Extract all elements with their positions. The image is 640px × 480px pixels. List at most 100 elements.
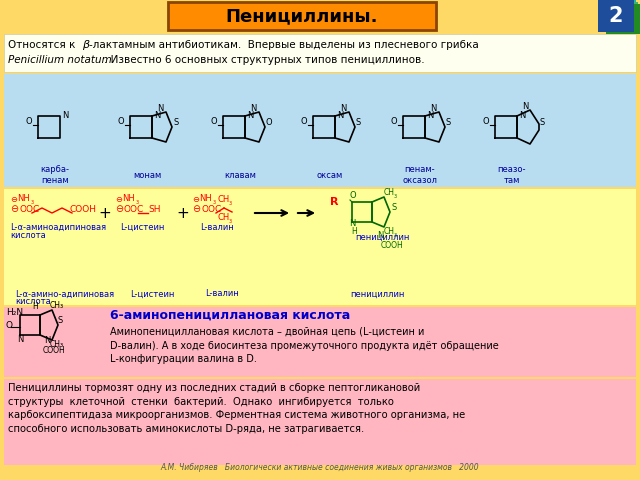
Text: O: O [301, 117, 307, 126]
Text: H: H [32, 302, 38, 311]
Text: +: + [177, 205, 189, 220]
Text: N: N [349, 219, 355, 228]
Text: COOH: COOH [43, 346, 66, 355]
Text: 6-аминопенициллановая кислота: 6-аминопенициллановая кислота [110, 309, 350, 322]
Text: Относятся к: Относятся к [8, 40, 79, 50]
Text: NH: NH [199, 194, 212, 203]
Text: H₂N: H₂N [6, 308, 23, 317]
Text: кислота: кислота [15, 297, 51, 305]
Text: $\ominus$: $\ominus$ [192, 203, 201, 214]
Text: N: N [430, 104, 436, 113]
Text: монам: монам [133, 170, 161, 180]
Text: пенициллин: пенициллин [355, 232, 410, 241]
Text: S: S [173, 118, 179, 127]
Text: COOH: COOH [70, 205, 97, 214]
Text: L-валин: L-валин [200, 223, 234, 231]
Bar [4, 74, 636, 187]
Text: L-α-аминоадипиновая: L-α-аминоадипиновая [10, 223, 106, 231]
Text: OOC: OOC [201, 205, 221, 214]
Text: оксам: оксам [317, 170, 343, 180]
Text: OOC: OOC [124, 205, 144, 214]
Text: O: O [483, 117, 490, 126]
Text: L-цистеин: L-цистеин [120, 223, 164, 231]
Text: β: β [82, 40, 89, 50]
Text: N: N [17, 335, 24, 344]
Text: R: R [330, 197, 339, 207]
Text: N: N [44, 336, 51, 345]
Text: NH: NH [122, 194, 135, 203]
Bar [602, 0, 636, 30]
Text: L-валин: L-валин [205, 289, 239, 299]
Bar [4, 307, 636, 377]
Text: O: O [390, 117, 397, 126]
Text: S: S [391, 203, 396, 212]
Text: кислота: кислота [10, 231, 45, 240]
Text: $\ominus$: $\ominus$ [115, 203, 124, 214]
Text: SH: SH [148, 205, 161, 214]
Text: NH: NH [17, 194, 29, 203]
Text: N: N [62, 111, 68, 120]
Bar [604, 2, 638, 32]
Text: S: S [58, 316, 63, 325]
Text: CH: CH [384, 188, 395, 197]
Bar [598, 0, 634, 32]
Text: O: O [211, 117, 218, 126]
Text: S: S [356, 118, 361, 127]
Text: -лактамным антибиотикам.  Впервые выделены из плесневого грибка: -лактамным антибиотикам. Впервые выделен… [89, 40, 479, 50]
Text: Penicillium notatum: Penicillium notatum [8, 55, 112, 65]
Text: Аминопенициллановая кислота – двойная цепь (L-цистеин и
D-валин). А в ходе биоси: Аминопенициллановая кислота – двойная це… [110, 327, 499, 364]
Text: N: N [154, 111, 161, 120]
Text: $_3$: $_3$ [212, 198, 217, 207]
Text: N: N [340, 104, 346, 113]
Text: $\ominus$: $\ominus$ [10, 195, 19, 204]
Text: N: N [247, 111, 253, 120]
Text: N: N [377, 231, 383, 240]
Bar [168, 2, 436, 30]
Text: $_3$: $_3$ [30, 198, 35, 207]
Text: +: + [99, 205, 111, 220]
Bar [4, 189, 636, 305]
Text: O: O [266, 118, 273, 127]
Text: пенициллин: пенициллин [350, 289, 404, 299]
Text: OOC: OOC [19, 205, 39, 214]
Text: S: S [540, 118, 545, 127]
Text: CH₃: CH₃ [50, 340, 64, 349]
Text: 2: 2 [609, 6, 623, 26]
Text: $\ominus$: $\ominus$ [115, 195, 124, 204]
Text: CH₃: CH₃ [50, 301, 64, 310]
Text: H: H [351, 227, 356, 236]
Text: CH: CH [218, 213, 230, 222]
Text: O: O [26, 117, 32, 126]
Text: $_3$: $_3$ [228, 217, 233, 226]
Text: пеазо-
там: пеазо- там [498, 165, 526, 185]
Text: . Известно 6 основных структурных типов пенициллинов.: . Известно 6 основных структурных типов … [104, 55, 424, 65]
Text: O: O [118, 117, 124, 126]
Text: N: N [157, 104, 163, 113]
Text: L-цистеин: L-цистеин [130, 289, 174, 299]
Text: N: N [427, 111, 433, 120]
Bar [4, 379, 636, 465]
Text: клавам: клавам [224, 170, 256, 180]
Text: N: N [250, 104, 257, 113]
Text: $_3$: $_3$ [228, 199, 233, 208]
Text: N: N [337, 111, 344, 120]
Text: карба-
пенам: карба- пенам [40, 165, 70, 185]
Bar [4, 34, 636, 72]
Text: пенам-
оксазол: пенам- оксазол [403, 165, 438, 185]
Text: $\ominus$: $\ominus$ [192, 195, 200, 204]
Text: N: N [519, 111, 525, 120]
Text: CH: CH [384, 227, 395, 236]
Text: $_3$: $_3$ [135, 198, 140, 207]
Bar [606, 4, 640, 34]
Text: O: O [5, 321, 12, 330]
Text: COOH: COOH [381, 241, 404, 250]
Text: L-α-амино-адипиновая: L-α-амино-адипиновая [15, 289, 114, 299]
Text: А.М. Чибиряев   Биологически активные соединения живых организмов   2000: А.М. Чибиряев Биологически активные соед… [161, 463, 479, 472]
Text: $_3$: $_3$ [393, 231, 398, 240]
Text: CH: CH [218, 195, 230, 204]
Text: N: N [522, 102, 529, 111]
Text: $_3$: $_3$ [393, 192, 398, 201]
Text: $\ominus$: $\ominus$ [10, 203, 19, 214]
Text: S: S [446, 118, 451, 127]
Text: Пенициллины тормозят одну из последних стадий в сборке пептогликановой
структуры: Пенициллины тормозят одну из последних с… [8, 383, 465, 434]
